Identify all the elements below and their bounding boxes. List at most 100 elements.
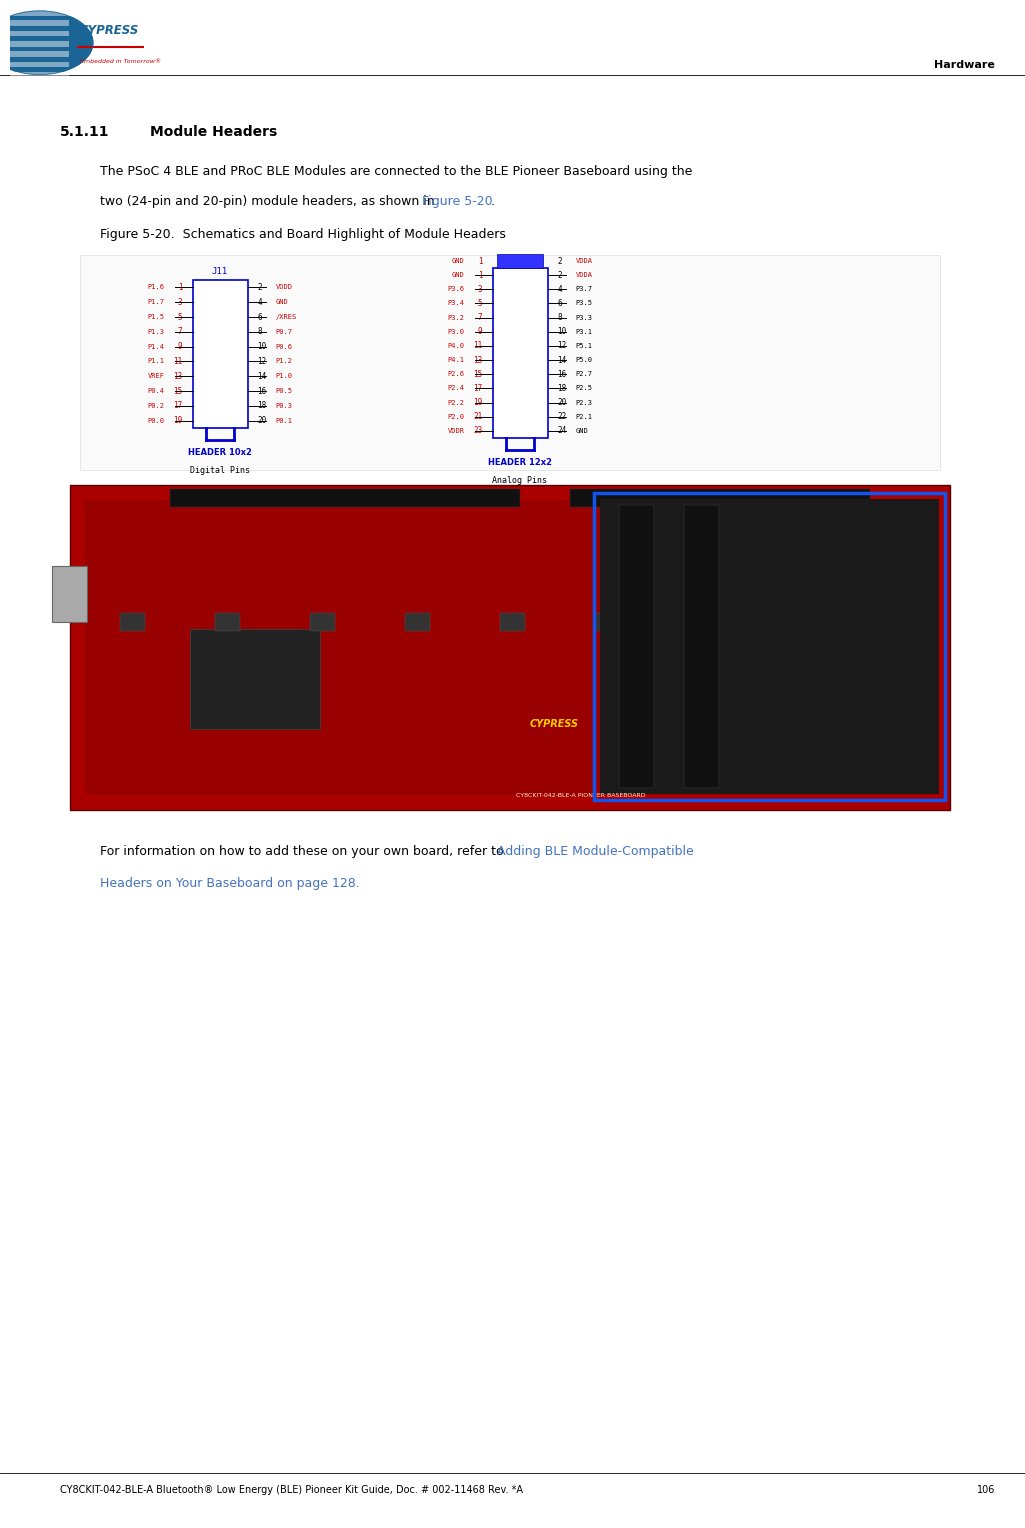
Text: GND: GND bbox=[276, 299, 288, 306]
Bar bbox=[497, 254, 542, 267]
Circle shape bbox=[0, 11, 93, 75]
Text: P2.4: P2.4 bbox=[448, 385, 464, 391]
Text: P3.5: P3.5 bbox=[575, 301, 592, 307]
Text: 22: 22 bbox=[558, 413, 567, 422]
Text: P2.1: P2.1 bbox=[575, 414, 592, 420]
Text: VREF: VREF bbox=[148, 373, 164, 379]
Text: 9: 9 bbox=[178, 342, 182, 351]
Text: P3.2: P3.2 bbox=[448, 315, 464, 321]
Text: Digital Pins: Digital Pins bbox=[190, 466, 250, 475]
Text: P1.7: P1.7 bbox=[148, 299, 164, 306]
Text: 15: 15 bbox=[474, 370, 483, 379]
Text: 17: 17 bbox=[474, 384, 483, 393]
Text: P0.5: P0.5 bbox=[276, 388, 292, 394]
Text: 21: 21 bbox=[474, 413, 483, 422]
Text: P3.0: P3.0 bbox=[448, 329, 464, 335]
Text: P1.4: P1.4 bbox=[148, 344, 164, 350]
Text: 20: 20 bbox=[257, 416, 266, 425]
Text: 11: 11 bbox=[474, 341, 483, 350]
Text: P2.0: P2.0 bbox=[448, 414, 464, 420]
Text: 10: 10 bbox=[257, 342, 266, 351]
Text: Figure 5-20.  Schematics and Board Highlight of Module Headers: Figure 5-20. Schematics and Board Highli… bbox=[100, 228, 506, 241]
Text: CYPRESS: CYPRESS bbox=[530, 718, 578, 729]
Text: The PSoC 4 BLE and PRoC BLE Modules are connected to the BLE Pioneer Baseboard u: The PSoC 4 BLE and PRoC BLE Modules are … bbox=[100, 165, 692, 177]
Text: Hardware: Hardware bbox=[934, 60, 995, 70]
Text: P1.1: P1.1 bbox=[148, 359, 164, 364]
Text: 5.1.11: 5.1.11 bbox=[60, 125, 110, 139]
Text: 13: 13 bbox=[173, 371, 182, 380]
Text: 14: 14 bbox=[558, 356, 567, 365]
Text: P3.7: P3.7 bbox=[575, 286, 592, 292]
Text: 1: 1 bbox=[478, 270, 483, 280]
Bar bbox=[600, 500, 939, 795]
Text: VDDA: VDDA bbox=[575, 272, 592, 278]
Text: 4: 4 bbox=[257, 298, 262, 307]
Text: 4: 4 bbox=[558, 284, 562, 293]
Text: 2: 2 bbox=[257, 283, 262, 292]
Text: P2.6: P2.6 bbox=[448, 371, 464, 377]
Text: P0.2: P0.2 bbox=[148, 403, 164, 410]
Text: two (24-pin and 20-pin) module headers, as shown in: two (24-pin and 20-pin) module headers, … bbox=[100, 196, 439, 208]
Bar bbox=[10, 20, 69, 26]
Text: HEADER 10x2: HEADER 10x2 bbox=[188, 448, 252, 457]
Text: 2: 2 bbox=[558, 270, 562, 280]
Text: CY8CKIT-042-BLE-A PIONEER BASEBOARD: CY8CKIT-042-BLE-A PIONEER BASEBOARD bbox=[516, 793, 645, 798]
Text: .: . bbox=[491, 196, 495, 208]
Text: P1.0: P1.0 bbox=[276, 373, 292, 379]
Text: P3.6: P3.6 bbox=[448, 286, 464, 292]
Text: P0.7: P0.7 bbox=[276, 329, 292, 335]
Text: 6: 6 bbox=[257, 313, 262, 321]
Text: 5: 5 bbox=[178, 313, 182, 321]
Text: P0.4: P0.4 bbox=[148, 388, 164, 394]
Bar bbox=[684, 504, 719, 788]
Text: 16: 16 bbox=[558, 370, 567, 379]
Bar bbox=[593, 494, 945, 801]
Text: P5.0: P5.0 bbox=[575, 358, 592, 364]
Text: VDDR: VDDR bbox=[448, 428, 464, 434]
Text: GND: GND bbox=[452, 272, 464, 278]
Text: P0.0: P0.0 bbox=[148, 417, 164, 423]
Text: P1.6: P1.6 bbox=[148, 284, 164, 290]
Bar bbox=[500, 613, 525, 631]
Text: 23: 23 bbox=[474, 426, 483, 435]
Text: P2.7: P2.7 bbox=[575, 371, 592, 377]
Text: 11: 11 bbox=[173, 358, 182, 365]
Text: P2.2: P2.2 bbox=[448, 400, 464, 405]
Text: Module Headers: Module Headers bbox=[150, 125, 277, 139]
Text: P0.1: P0.1 bbox=[276, 417, 292, 423]
Bar bbox=[193, 280, 247, 428]
Bar bbox=[10, 11, 69, 15]
Bar bbox=[170, 489, 520, 507]
Bar bbox=[52, 567, 87, 622]
Bar bbox=[690, 613, 715, 631]
Text: 16: 16 bbox=[257, 387, 266, 396]
Text: P2.3: P2.3 bbox=[575, 400, 592, 405]
Text: J10: J10 bbox=[511, 255, 528, 264]
Text: 19: 19 bbox=[474, 399, 483, 406]
Text: P0.3: P0.3 bbox=[276, 403, 292, 410]
Text: 1: 1 bbox=[478, 257, 483, 266]
Text: P4.0: P4.0 bbox=[448, 342, 464, 348]
Text: 2: 2 bbox=[558, 257, 562, 266]
Text: 106: 106 bbox=[977, 1485, 995, 1494]
Bar bbox=[10, 52, 69, 57]
Text: P3.4: P3.4 bbox=[448, 301, 464, 307]
Text: 6: 6 bbox=[558, 299, 562, 309]
Text: For information on how to add these on your own board, refer to: For information on how to add these on y… bbox=[100, 845, 507, 859]
Text: 20: 20 bbox=[558, 399, 567, 406]
Text: 5: 5 bbox=[478, 299, 483, 309]
Text: 14: 14 bbox=[257, 371, 266, 380]
Bar bbox=[492, 267, 547, 439]
Text: 17: 17 bbox=[173, 402, 182, 411]
Text: P3.1: P3.1 bbox=[575, 329, 592, 335]
Bar bbox=[594, 613, 620, 631]
Text: 13: 13 bbox=[474, 356, 483, 365]
Bar bbox=[215, 613, 240, 631]
Text: 18: 18 bbox=[257, 402, 266, 411]
Text: 12: 12 bbox=[558, 341, 567, 350]
Bar bbox=[310, 613, 335, 631]
Text: Headers on Your Baseboard on page 128.: Headers on Your Baseboard on page 128. bbox=[100, 877, 360, 889]
Text: 1: 1 bbox=[178, 283, 182, 292]
Text: P3.3: P3.3 bbox=[575, 315, 592, 321]
Bar bbox=[10, 41, 69, 47]
